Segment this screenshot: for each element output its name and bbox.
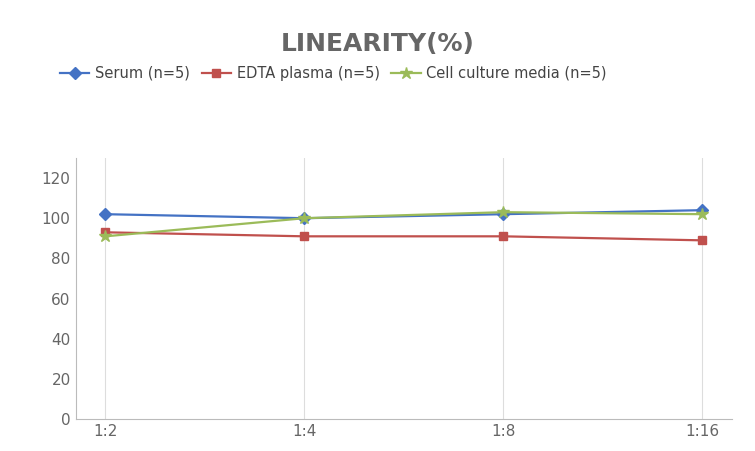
Text: LINEARITY(%): LINEARITY(%) xyxy=(281,32,474,55)
Legend: Serum (n=5), EDTA plasma (n=5), Cell culture media (n=5): Serum (n=5), EDTA plasma (n=5), Cell cul… xyxy=(60,66,607,81)
